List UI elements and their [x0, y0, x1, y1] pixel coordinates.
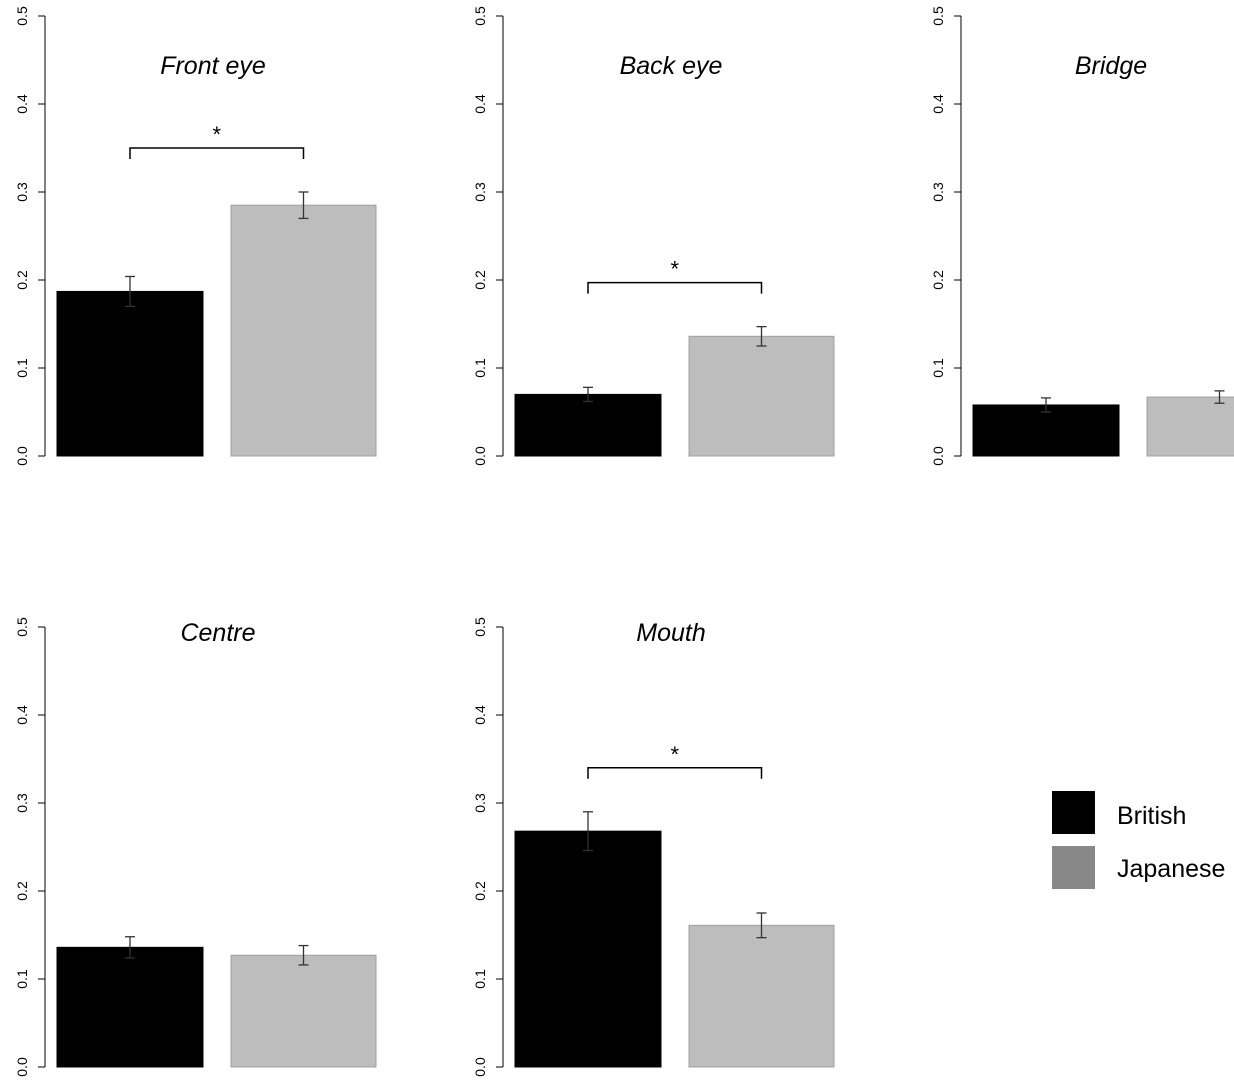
panel-title: Mouth: [636, 619, 705, 647]
y-tick-label: 0.3: [930, 182, 946, 202]
significance-bracket: [587, 767, 763, 779]
y-tick-label: 0.5: [14, 617, 30, 637]
bar-japanese: [230, 954, 377, 1068]
significance-bracket: [129, 147, 305, 159]
bar-japanese: [230, 204, 377, 457]
y-tick-label: 0.3: [472, 793, 488, 813]
y-tick-label: 0.5: [472, 617, 488, 637]
bar-british: [514, 393, 662, 457]
y-tick-label: 0.0: [472, 446, 488, 466]
y-tick-label: 0.2: [472, 270, 488, 290]
y-tick-label: 0.5: [472, 6, 488, 26]
y-tick-label: 0.1: [930, 358, 946, 378]
bar-british: [56, 290, 204, 457]
panel-title: Front eye: [160, 52, 266, 80]
bar-japanese: [688, 924, 835, 1068]
panel-title: Back eye: [620, 52, 723, 80]
y-tick-label: 0.2: [930, 270, 946, 290]
y-tick-label: 0.4: [14, 94, 30, 114]
y-tick-label: 0.3: [472, 182, 488, 202]
panel-title: Centre: [180, 619, 255, 647]
y-tick-label: 0.0: [14, 446, 30, 466]
chart-panel: 0.0 0.1 0.2 0.3 0.4 0.5 Back eye *: [472, 6, 835, 466]
bar-british: [56, 946, 204, 1068]
y-tick-label: 0.0: [14, 1057, 30, 1077]
legend-label-british: British: [1117, 802, 1186, 830]
y-tick-label: 0.0: [472, 1057, 488, 1077]
bar-japanese: [688, 335, 835, 457]
legend-swatch-british: [1052, 791, 1095, 834]
y-tick-label: 0.5: [930, 6, 946, 26]
y-tick-label: 0.4: [930, 94, 946, 114]
y-tick-label: 0.5: [14, 6, 30, 26]
chart-panel: 0.0 0.1 0.2 0.3 0.4 0.5 Mouth *: [472, 617, 835, 1077]
y-tick-label: 0.4: [14, 705, 30, 725]
y-tick-label: 0.2: [472, 881, 488, 901]
bar-japanese: [1146, 396, 1234, 457]
y-tick-label: 0.3: [14, 793, 30, 813]
significance-star: *: [670, 257, 679, 282]
significance-bracket: [587, 281, 763, 294]
y-tick-label: 0.0: [930, 446, 946, 466]
significance-star: *: [670, 742, 679, 767]
y-tick-label: 0.1: [472, 358, 488, 378]
y-tick-label: 0.3: [14, 182, 30, 202]
bar-british: [514, 830, 662, 1068]
significance-star: *: [212, 122, 221, 147]
y-tick-label: 0.2: [14, 881, 30, 901]
panel-title: Bridge: [1075, 52, 1147, 80]
legend-swatch-japanese: [1052, 846, 1095, 889]
legend: British Japanese: [1052, 791, 1225, 889]
y-tick-label: 0.1: [14, 969, 30, 989]
y-tick-label: 0.2: [14, 270, 30, 290]
bar-british: [972, 404, 1120, 457]
chart-panels: 0.0 0.1 0.2 0.3 0.4 0.5 Front eye * 0.0 0.1 0.2 0.3…: [14, 6, 1234, 1077]
legend-label-japanese: Japanese: [1117, 855, 1225, 883]
chart-panel: 0.0 0.1 0.2 0.3 0.4 0.5 Centre: [14, 617, 377, 1077]
chart-panel: 0.0 0.1 0.2 0.3 0.4 0.5 Bridge: [930, 6, 1234, 466]
y-tick-label: 0.1: [472, 969, 488, 989]
y-tick-label: 0.1: [14, 358, 30, 378]
chart-panel: 0.0 0.1 0.2 0.3 0.4 0.5 Front eye *: [14, 6, 377, 466]
y-tick-label: 0.4: [472, 705, 488, 725]
y-tick-label: 0.4: [472, 94, 488, 114]
